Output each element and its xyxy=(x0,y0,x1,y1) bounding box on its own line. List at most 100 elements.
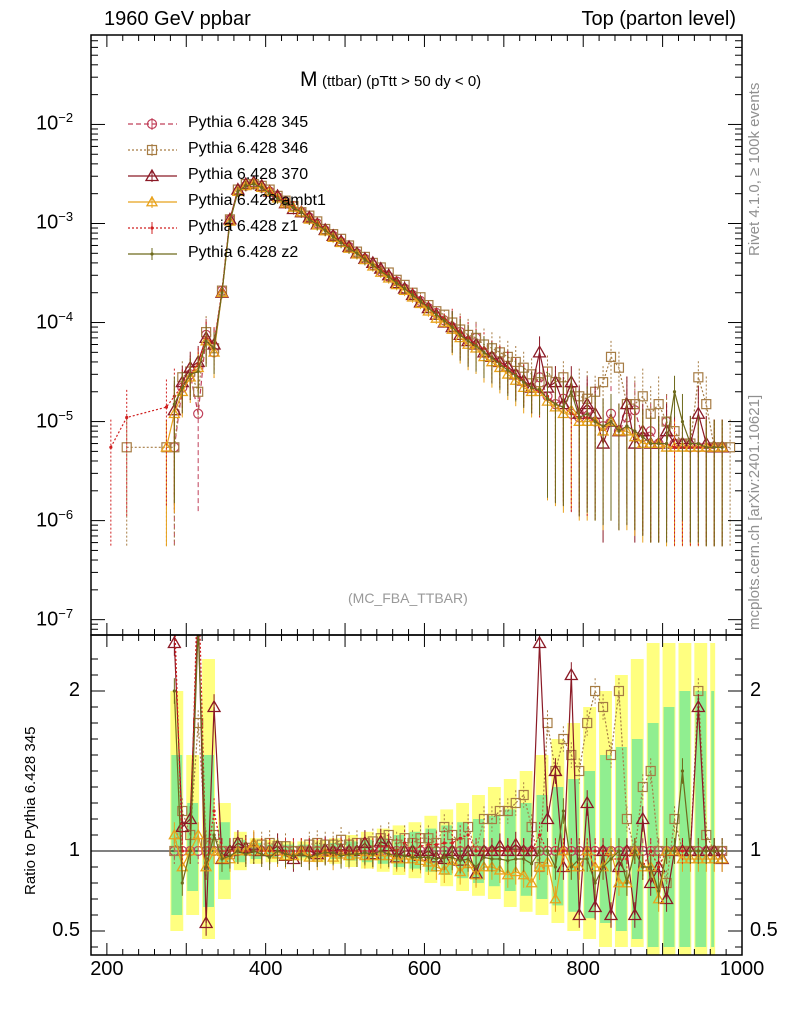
ratio-point xyxy=(458,859,462,863)
main-y-tick-label: 10−7 xyxy=(36,605,74,631)
main-point xyxy=(641,435,645,439)
ratio-point xyxy=(633,849,637,853)
main-point xyxy=(260,186,264,190)
ratio-point xyxy=(198,915,214,929)
main-point xyxy=(434,313,438,317)
ratio-point xyxy=(207,844,221,856)
ratio-point xyxy=(466,857,470,861)
x-tick-label: 1000 xyxy=(719,958,765,980)
ratio-point xyxy=(627,907,642,921)
ratio-point xyxy=(442,841,446,845)
main-line-5 xyxy=(173,183,723,448)
main-point xyxy=(704,445,708,449)
main-point xyxy=(458,333,462,337)
ratio-point xyxy=(580,795,595,809)
main-point xyxy=(617,429,621,433)
ratio-point xyxy=(494,805,505,817)
legend-label-4: Pythia 6.428 z1 xyxy=(188,218,299,235)
ratio-y-tick-label-right: 2 xyxy=(750,679,762,701)
ratio-point xyxy=(438,863,451,875)
legend-marker-3 xyxy=(145,195,159,207)
main-point xyxy=(172,402,176,406)
ratio-line-4 xyxy=(174,635,723,869)
ratio-point xyxy=(585,857,589,861)
ratio-point xyxy=(605,749,617,761)
band-green-bin xyxy=(568,779,580,912)
main-point xyxy=(204,339,208,343)
main-point xyxy=(291,205,296,210)
main-point xyxy=(585,412,589,416)
ratio-point xyxy=(426,855,431,860)
ratio-point xyxy=(172,689,176,693)
x-tick-label: 400 xyxy=(248,958,283,980)
main-point xyxy=(553,402,558,406)
main-point xyxy=(426,306,431,310)
band-green-bin xyxy=(441,825,453,875)
ratio-point xyxy=(514,857,518,861)
main-point xyxy=(430,312,443,323)
ratio-point xyxy=(537,833,542,837)
main-panel-series xyxy=(109,175,736,547)
main-point xyxy=(637,391,648,402)
ratio-point xyxy=(434,843,438,847)
ratio-point xyxy=(418,855,423,860)
ratio-point xyxy=(548,763,563,777)
ratio-point xyxy=(593,849,597,853)
ratio-point xyxy=(712,849,716,853)
ratio-point xyxy=(347,852,351,856)
main-point xyxy=(613,362,625,373)
ratio-point xyxy=(680,769,685,773)
ratio-point xyxy=(315,852,319,856)
ratio-point xyxy=(532,635,547,649)
main-point xyxy=(371,263,375,267)
legend-label-5: Pythia 6.428 z2 xyxy=(188,244,299,261)
main-point xyxy=(577,415,581,420)
ratio-point xyxy=(212,833,216,837)
main-point xyxy=(466,339,470,343)
main-point xyxy=(402,287,407,291)
ratio-point xyxy=(720,849,724,853)
main-point xyxy=(160,440,173,452)
main-point xyxy=(188,372,192,376)
ratio-point xyxy=(635,811,650,825)
ratio-point xyxy=(244,852,248,856)
x-tick-label: 200 xyxy=(90,958,124,980)
ratio-point xyxy=(590,685,601,697)
ratio-point xyxy=(379,849,383,853)
main-point xyxy=(605,351,617,362)
main-point xyxy=(498,362,502,366)
main-y-tick-label: 10−6 xyxy=(36,506,74,532)
ratio-point xyxy=(474,865,478,869)
ratio-point xyxy=(588,899,603,913)
ratio-point xyxy=(553,865,558,869)
ratio-point xyxy=(299,852,303,856)
ratio-point xyxy=(625,857,629,861)
main-point xyxy=(633,429,637,433)
legend-marker-0 xyxy=(146,118,158,130)
ratio-point xyxy=(493,863,506,875)
ratio-point xyxy=(569,849,573,853)
plot-title: M (ttbar) (pTtt > 50 dy < 0) xyxy=(300,68,481,92)
ratio-point xyxy=(410,855,415,860)
ratio-point xyxy=(649,849,653,853)
ratio-point xyxy=(363,851,367,855)
main-point xyxy=(530,386,534,390)
main-point xyxy=(653,399,664,410)
ratio-point xyxy=(517,868,530,880)
ratio-point xyxy=(566,749,577,761)
main-point xyxy=(347,246,351,251)
ratio-point xyxy=(450,841,454,845)
ratio-point xyxy=(260,852,264,856)
plot-title-sub: (ttbar) (pTtt > 50 dy < 0) xyxy=(321,73,482,90)
ratio-point xyxy=(597,701,609,713)
legend-marker-1 xyxy=(146,144,158,156)
main-point xyxy=(593,419,597,424)
legend-marker-4 xyxy=(150,226,154,230)
main-point xyxy=(693,372,704,383)
ratio-point xyxy=(526,821,537,833)
ratio-y-tick-label-left: 2 xyxy=(68,679,80,701)
main-y-tick-label: 10−4 xyxy=(36,308,74,334)
band-green-bin xyxy=(631,739,643,939)
ratio-point xyxy=(323,851,327,855)
ratio-point xyxy=(466,833,470,837)
